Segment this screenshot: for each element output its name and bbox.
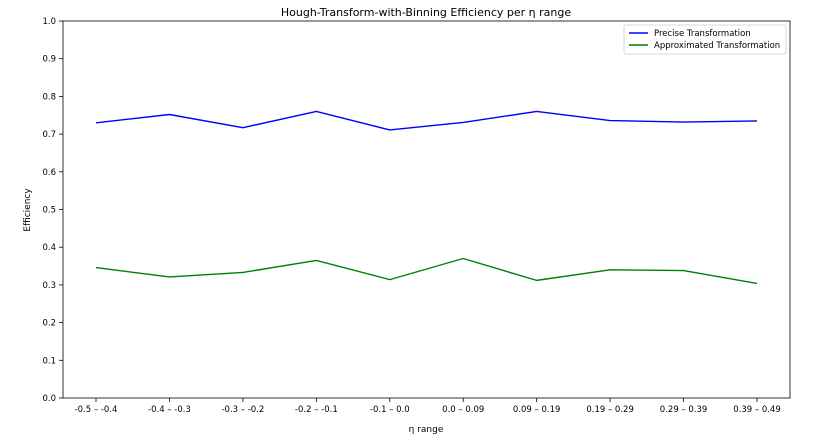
x-axis: -0.5 – -0.4 -0.4 – -0.3 -0.3 – -0.2 -0.2 – … bbox=[75, 398, 781, 415]
legend: Precise Transformation Approximated Trans… bbox=[623, 24, 787, 55]
x-tick-label: 0.09 – 0.19 bbox=[513, 405, 561, 415]
legend-box bbox=[623, 24, 787, 55]
chart-title: Hough-Transform-with-Binning Efficiency … bbox=[281, 6, 571, 19]
y-tick-label: 1.0 bbox=[42, 17, 56, 27]
legend-label: Approximated Transformation bbox=[654, 41, 780, 51]
x-tick-label: -0.1 – 0.0 bbox=[370, 405, 410, 415]
y-tick-label: 0.6 bbox=[42, 168, 56, 178]
x-tick-label: 0.19 – 0.29 bbox=[586, 405, 634, 415]
series-line-approximated-transformation bbox=[95, 257, 758, 285]
y-tick-label: 0.0 bbox=[42, 394, 56, 404]
x-tick-label: -0.3 – -0.2 bbox=[221, 405, 264, 415]
x-tick-label: -0.2 – -0.1 bbox=[295, 405, 338, 415]
y-tick-label: 0.5 bbox=[42, 206, 56, 216]
x-axis-label: η range bbox=[409, 425, 444, 435]
y-tick-label: 0.3 bbox=[42, 281, 56, 291]
x-tick-label: 0.39 – 0.49 bbox=[733, 405, 781, 415]
y-axis: 0.0 0.1 0.2 0.3 0.4 0.5 0.6 0.7 0.8 0.9 1.0 bbox=[42, 17, 63, 404]
x-tick-label: 0.29 – 0.39 bbox=[660, 405, 708, 415]
legend-label: Precise Transformation bbox=[654, 29, 751, 39]
y-tick-label: 0.1 bbox=[42, 356, 56, 366]
x-tick-label: -0.5 – -0.4 bbox=[75, 405, 118, 415]
y-tick-label: 0.2 bbox=[42, 319, 56, 329]
y-axis-label: Efficiency bbox=[23, 188, 33, 232]
x-tick-label: -0.4 – -0.3 bbox=[148, 405, 191, 415]
y-tick-label: 0.9 bbox=[42, 55, 56, 65]
plot-area bbox=[95, 110, 758, 285]
y-tick-label: 0.7 bbox=[42, 130, 56, 140]
y-tick-label: 0.4 bbox=[42, 243, 56, 253]
x-tick-label: 0.0 – 0.09 bbox=[442, 405, 484, 415]
y-tick-label: 0.8 bbox=[42, 92, 56, 102]
series-line-precise-transformation bbox=[95, 110, 758, 131]
